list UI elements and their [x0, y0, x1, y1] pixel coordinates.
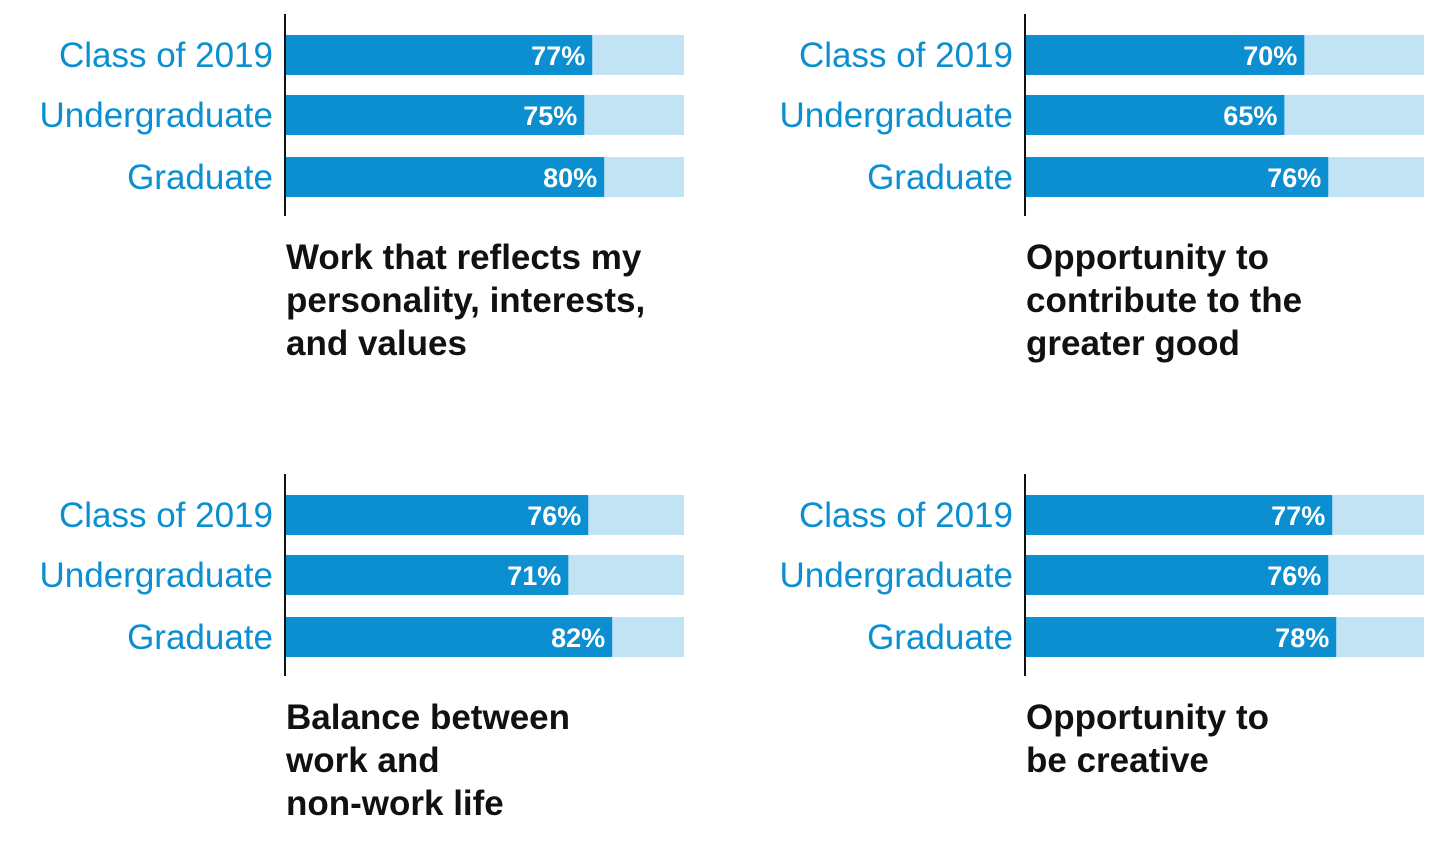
value-label: 80%: [543, 163, 597, 193]
bar: [1025, 35, 1305, 75]
value-label: 65%: [1223, 101, 1277, 131]
value-label: 71%: [507, 561, 561, 591]
value-label: 76%: [1267, 163, 1321, 193]
chart-3-svg: Class of 2019 76% Undergraduate 71% Graduate…: [40, 474, 684, 676]
category-label: Graduate: [867, 158, 1013, 197]
category-label: Undergraduate: [40, 96, 274, 135]
bar: [1025, 555, 1329, 595]
chart-panel-2: Class of 2019 70% Undergraduate 65% Graduate…: [740, 0, 1440, 400]
value-label: 78%: [1275, 623, 1329, 653]
value-label: 76%: [527, 501, 581, 531]
chart-2-title: Opportunity to contribute to the greater…: [1026, 238, 1303, 363]
category-label: Class of 2019: [59, 496, 273, 535]
bar: [285, 495, 589, 535]
value-label: 77%: [1271, 501, 1325, 531]
bar: [1025, 617, 1337, 657]
category-label: Graduate: [127, 158, 273, 197]
bar: [285, 95, 585, 135]
bar: [1025, 95, 1285, 135]
bar: [285, 617, 613, 657]
chart-4-title: Opportunity to be creative: [1026, 698, 1270, 780]
chart-2-svg: Class of 2019 70% Undergraduate 65% Graduate…: [780, 14, 1424, 216]
category-label: Graduate: [127, 618, 273, 657]
chart-panel-1: Class of 2019 77% Undergraduate 75% Graduate…: [0, 0, 700, 400]
category-label: Graduate: [867, 618, 1013, 657]
bar: [1025, 495, 1333, 535]
category-label: Class of 2019: [799, 496, 1013, 535]
chart-panel-4: Class of 2019 77% Undergraduate 76% Graduate…: [740, 460, 1440, 860]
bar: [285, 555, 569, 595]
chart-panel-3: Class of 2019 76% Undergraduate 71% Graduate…: [0, 460, 700, 860]
bar: [1025, 157, 1329, 197]
category-label: Undergraduate: [780, 96, 1014, 135]
value-label: 82%: [551, 623, 605, 653]
category-label: Class of 2019: [799, 36, 1013, 75]
chart-3-title: Balance between work and non-work life: [286, 698, 570, 823]
value-label: 75%: [523, 101, 577, 131]
category-label: Undergraduate: [780, 556, 1014, 595]
value-label: 76%: [1267, 561, 1321, 591]
value-label: 77%: [531, 41, 585, 71]
category-label: Undergraduate: [40, 556, 274, 595]
category-label: Class of 2019: [59, 36, 273, 75]
chart-4-svg: Class of 2019 77% Undergraduate 76% Graduate…: [780, 474, 1424, 676]
bar: [285, 35, 593, 75]
chart-1-title: Work that reflects my personality, inter…: [286, 238, 646, 363]
value-label: 70%: [1243, 41, 1297, 71]
chart-1-svg: Class of 2019 77% Undergraduate 75% Graduate…: [40, 14, 684, 216]
bar: [285, 157, 605, 197]
